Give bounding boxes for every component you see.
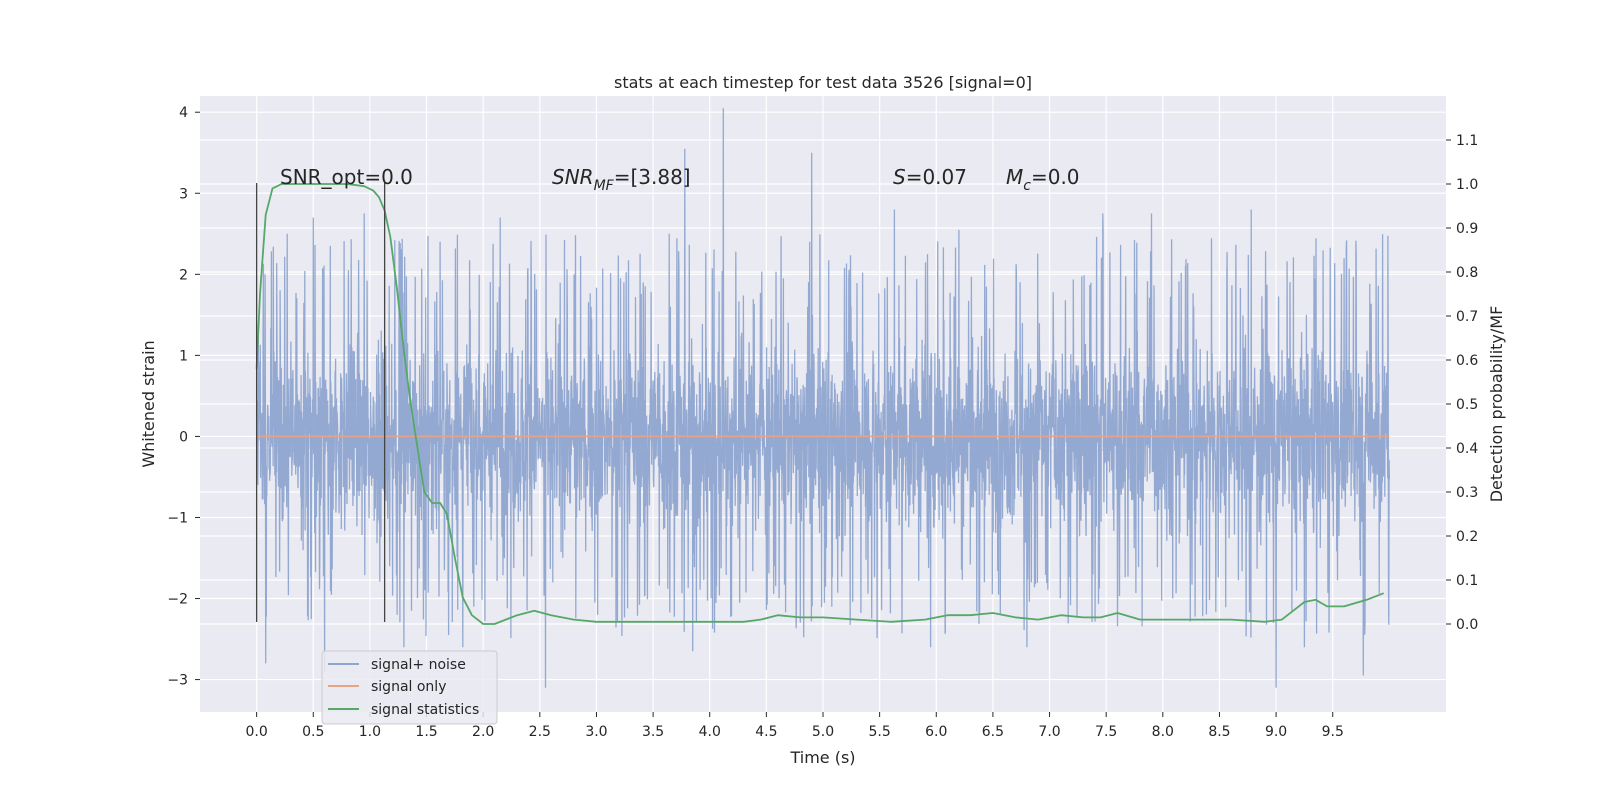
y2-tick-label: 0.6 (1456, 353, 1478, 369)
x-tick-label: 6.0 (925, 724, 947, 740)
x-tick-label: 7.5 (1095, 724, 1117, 740)
y2-tick-label: 0.4 (1456, 441, 1478, 457)
chart-title: stats at each timestep for test data 352… (614, 73, 1032, 92)
annotation-mc-main: M (1006, 165, 1023, 189)
x-tick-label: 1.0 (359, 724, 381, 740)
signal-statistics-line (255, 183, 1385, 625)
y2-tick-label: 0.8 (1456, 265, 1478, 281)
y2-tick-label: 0.3 (1456, 485, 1478, 501)
legend-label-signal-noise: signal+ noise (371, 657, 466, 673)
annotation-snr-mf-main: SNR (552, 165, 594, 189)
x-tick-label: 9.0 (1265, 724, 1287, 740)
annotation-snr-mf-sub: MF (594, 178, 615, 194)
annotation-mc-sub: c (1023, 178, 1031, 194)
legend-box (321, 650, 498, 725)
x-tick-label: 3.5 (642, 724, 664, 740)
annotation-mc: Mc=0.0 (1006, 165, 1080, 194)
annotation-snr-mf-value: =[3.88] (614, 165, 691, 189)
y-tick-label: 4 (179, 105, 188, 121)
x-tick-label: 0.5 (302, 724, 324, 740)
axis-ticks: 0.0 0.5 1.0 1.5 2.0 2.5 3.0 3.5 4.0 4.5 5.0 5.5 6.0 6… (167, 105, 1478, 740)
y-tick-label: 1 (179, 348, 188, 364)
y-tick-label: −1 (167, 510, 188, 526)
annotation-snr-opt: SNR_opt=0.0 (280, 165, 413, 189)
signal-noise-line (255, 108, 1391, 688)
series-lines (255, 183, 1390, 625)
x-tick-label: 2.5 (529, 724, 551, 740)
legend: signal+ noise signal only signal statist… (321, 650, 498, 725)
y2-tick-label: 0.2 (1456, 529, 1478, 545)
series-signal-noise (255, 108, 1391, 688)
x-tick-label: 5.0 (812, 724, 834, 740)
x-tick-label: 7.0 (1038, 724, 1060, 740)
y2-tick-label: 0.9 (1456, 221, 1478, 237)
x-tick-label: 6.5 (982, 724, 1004, 740)
y2-axis-label: Detection probability/MF (1487, 306, 1506, 503)
annotation-snr-mf: SNRMF=[3.88] (552, 165, 691, 194)
x-tick-label: 5.5 (869, 724, 891, 740)
x-tick-label: 0.0 (246, 724, 268, 740)
x-tick-label: 8.5 (1208, 724, 1230, 740)
annotation-s-main: S (893, 165, 906, 189)
annotation-s-value: =0.07 (906, 165, 967, 189)
x-tick-label: 4.0 (699, 724, 721, 740)
legend-label-signal-only: signal only (371, 679, 446, 695)
x-tick-label: 9.5 (1322, 724, 1344, 740)
y-tick-label: 0 (179, 429, 188, 445)
x-tick-label: 1.5 (415, 724, 437, 740)
x-tick-label: 2.0 (472, 724, 494, 740)
x-tick-label: 8.0 (1152, 724, 1174, 740)
y2-tick-label: 0.5 (1456, 397, 1478, 413)
y2-tick-label: 0.0 (1456, 617, 1478, 633)
y-tick-label: 3 (179, 186, 188, 202)
annotation-mc-value: =0.0 (1031, 165, 1080, 189)
annotation-s: S=0.07 (893, 165, 967, 189)
x-tick-label: 3.0 (585, 724, 607, 740)
legend-label-signal-statistics: signal statistics (371, 702, 479, 718)
y2-tick-label: 0.1 (1456, 573, 1478, 589)
vertical-markers (255, 183, 386, 622)
y-axis-label: Whitened strain (139, 340, 158, 467)
y-tick-label: 2 (179, 267, 188, 283)
y2-tick-label: 1.1 (1456, 133, 1478, 149)
x-tick-label: 4.5 (755, 724, 777, 740)
y2-tick-label: 0.7 (1456, 309, 1478, 325)
y-tick-label: −3 (167, 673, 188, 689)
y2-tick-label: 1.0 (1456, 177, 1478, 193)
y-tick-label: −2 (167, 592, 188, 608)
x-axis-label: Time (s) (789, 748, 855, 767)
